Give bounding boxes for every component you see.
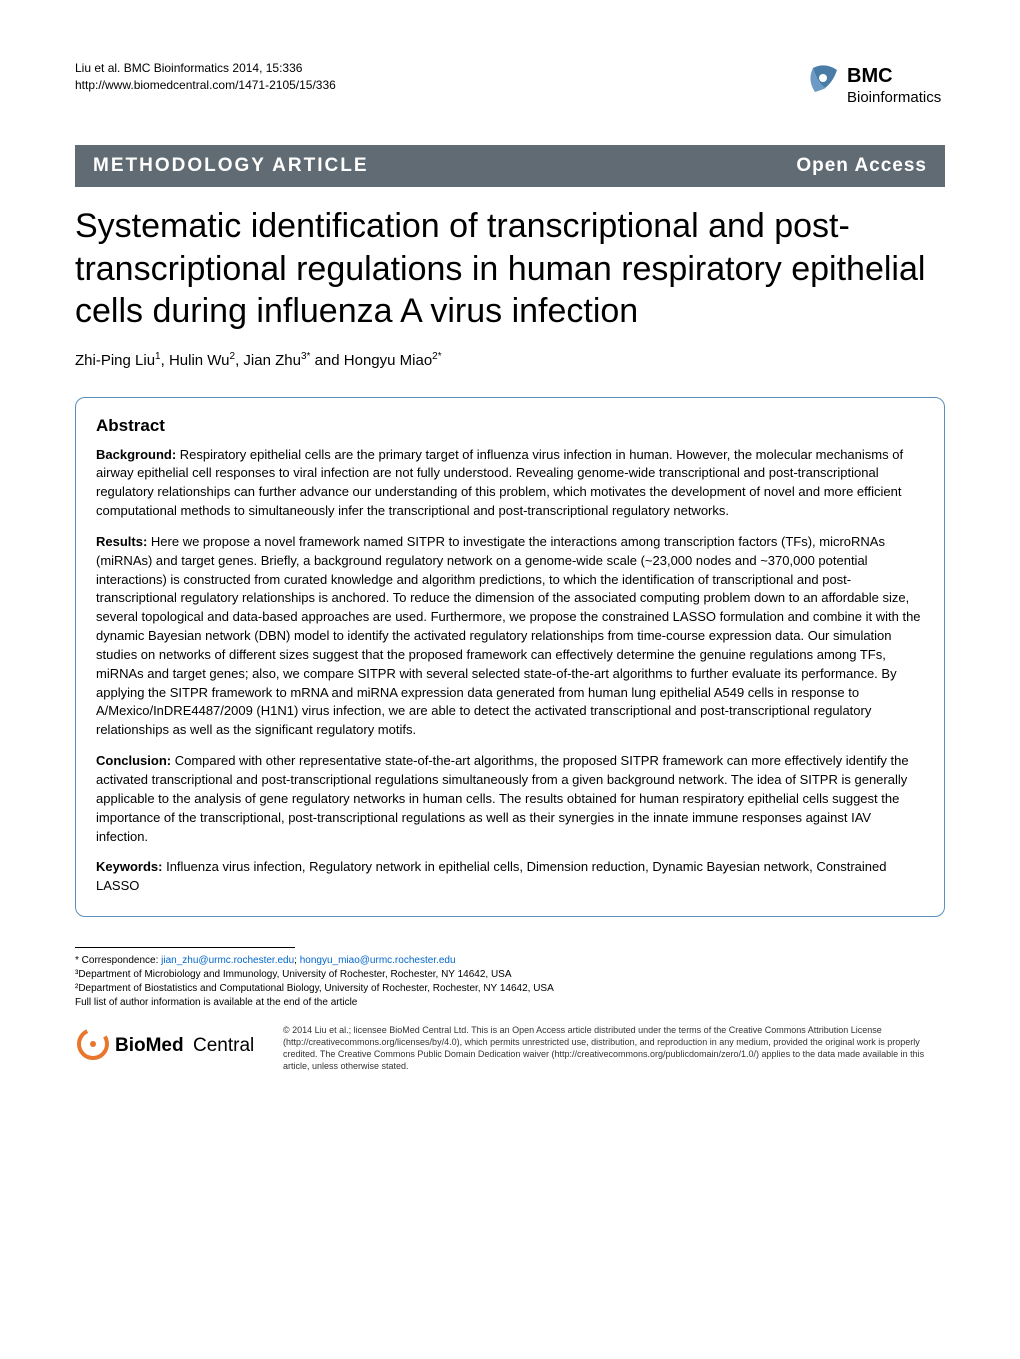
keywords-label: Keywords: <box>96 859 162 874</box>
conclusion-label: Conclusion: <box>96 753 171 768</box>
conclusion-text: Compared with other representative state… <box>96 753 909 843</box>
bmc-bioinformatics-logo-icon: BMC Bioinformatics <box>805 60 945 115</box>
svg-text:Central: Central <box>193 1035 254 1056</box>
author-1: Zhi-Ping Liu1, Hulin Wu2, Jian Zhu3* and… <box>75 352 442 369</box>
article-type-label: METHODOLOGY ARTICLE <box>93 155 369 177</box>
abstract-results: Results: Here we propose a novel framewo… <box>96 533 924 740</box>
abstract-conclusion: Conclusion: Compared with other represen… <box>96 752 924 846</box>
affiliation-3: ³Department of Microbiology and Immunolo… <box>75 969 512 980</box>
keywords-text: Influenza virus infection, Regulatory ne… <box>96 859 887 893</box>
citation-line2: http://www.biomedcentral.com/1471-2105/1… <box>75 77 336 94</box>
footer-divider <box>75 947 295 948</box>
open-access-label: Open Access <box>796 155 927 177</box>
journal-logo: BMC Bioinformatics <box>805 60 945 115</box>
results-label: Results: <box>96 534 147 549</box>
license-text: © 2014 Liu et al.; licensee BioMed Centr… <box>283 1024 945 1073</box>
affiliation-note: Full list of author information is avail… <box>75 997 357 1008</box>
citation-block: Liu et al. BMC Bioinformatics 2014, 15:3… <box>75 60 336 94</box>
correspondence-email-1[interactable]: jian_zhu@urmc.rochester.edu <box>161 955 294 966</box>
biomed-central-logo-icon: BioMed Central <box>75 1024 265 1064</box>
citation-line1: Liu et al. BMC Bioinformatics 2014, 15:3… <box>75 60 336 77</box>
correspondence-label: * Correspondence: <box>75 955 161 966</box>
page-container: Liu et al. BMC Bioinformatics 2014, 15:3… <box>0 0 1020 1113</box>
abstract-keywords: Keywords: Influenza virus infection, Reg… <box>96 858 924 896</box>
abstract-heading: Abstract <box>96 416 924 436</box>
correspondence-email-2[interactable]: hongyu_miao@urmc.rochester.edu <box>300 955 456 966</box>
abstract-background: Background: Respiratory epithelial cells… <box>96 446 924 521</box>
article-type-banner: METHODOLOGY ARTICLE Open Access <box>75 145 945 187</box>
results-text: Here we propose a novel framework named … <box>96 534 921 737</box>
background-text: Respiratory epithelial cells are the pri… <box>96 447 903 519</box>
affiliation-2: ²Department of Biostatistics and Computa… <box>75 983 554 994</box>
header-row: Liu et al. BMC Bioinformatics 2014, 15:3… <box>75 60 945 115</box>
biomed-central-logo: BioMed Central <box>75 1024 265 1069</box>
correspondence-block: * Correspondence: jian_zhu@urmc.rocheste… <box>75 954 945 1010</box>
svg-text:BioMed: BioMed <box>115 1035 184 1056</box>
background-label: Background: <box>96 447 176 462</box>
article-title: Systematic identification of transcripti… <box>75 205 945 333</box>
svg-text:BMC: BMC <box>847 65 893 87</box>
abstract-box: Abstract Background: Respiratory epithel… <box>75 397 945 918</box>
footer-row: BioMed Central © 2014 Liu et al.; licens… <box>75 1024 945 1073</box>
author-list: Zhi-Ping Liu1, Hulin Wu2, Jian Zhu3* and… <box>75 351 945 369</box>
svg-text:Bioinformatics: Bioinformatics <box>847 89 941 106</box>
